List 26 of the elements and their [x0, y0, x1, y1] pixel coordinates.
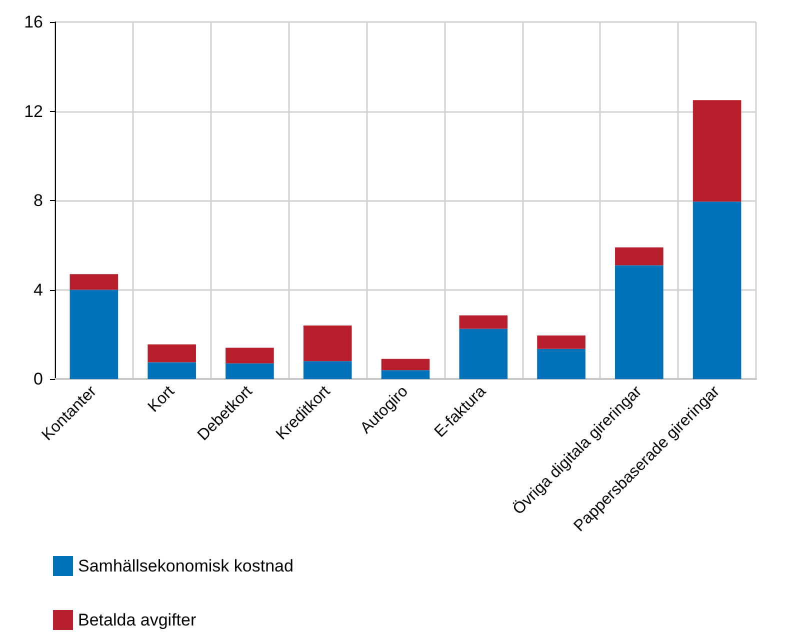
legend-label: Samhällsekonomisk kostnad: [78, 556, 294, 576]
bar: [226, 363, 274, 379]
y-tick-label: 16: [24, 12, 43, 32]
bar: [615, 247, 664, 266]
y-tick-label: 12: [24, 102, 43, 121]
bar: [692, 100, 742, 202]
bar: [459, 328, 508, 379]
bar: [148, 344, 196, 362]
bar: [148, 362, 196, 379]
bar: [537, 335, 586, 349]
y-tick-label: 0: [34, 370, 43, 388]
bar: [226, 348, 274, 364]
bar: [303, 325, 352, 362]
bar: [70, 290, 118, 379]
x-tick-label: Kort: [145, 382, 178, 416]
bar: [692, 202, 742, 379]
y-tick-label: 8: [34, 191, 43, 210]
bar: [615, 265, 664, 379]
bar: [381, 358, 430, 370]
bar: [537, 348, 586, 379]
legend-label: Betalda avgifter: [78, 610, 196, 630]
y-tick-label: 4: [34, 280, 43, 300]
bar: [381, 370, 430, 379]
bar: [303, 361, 352, 379]
bar: [459, 315, 508, 329]
bar: [70, 274, 118, 290]
